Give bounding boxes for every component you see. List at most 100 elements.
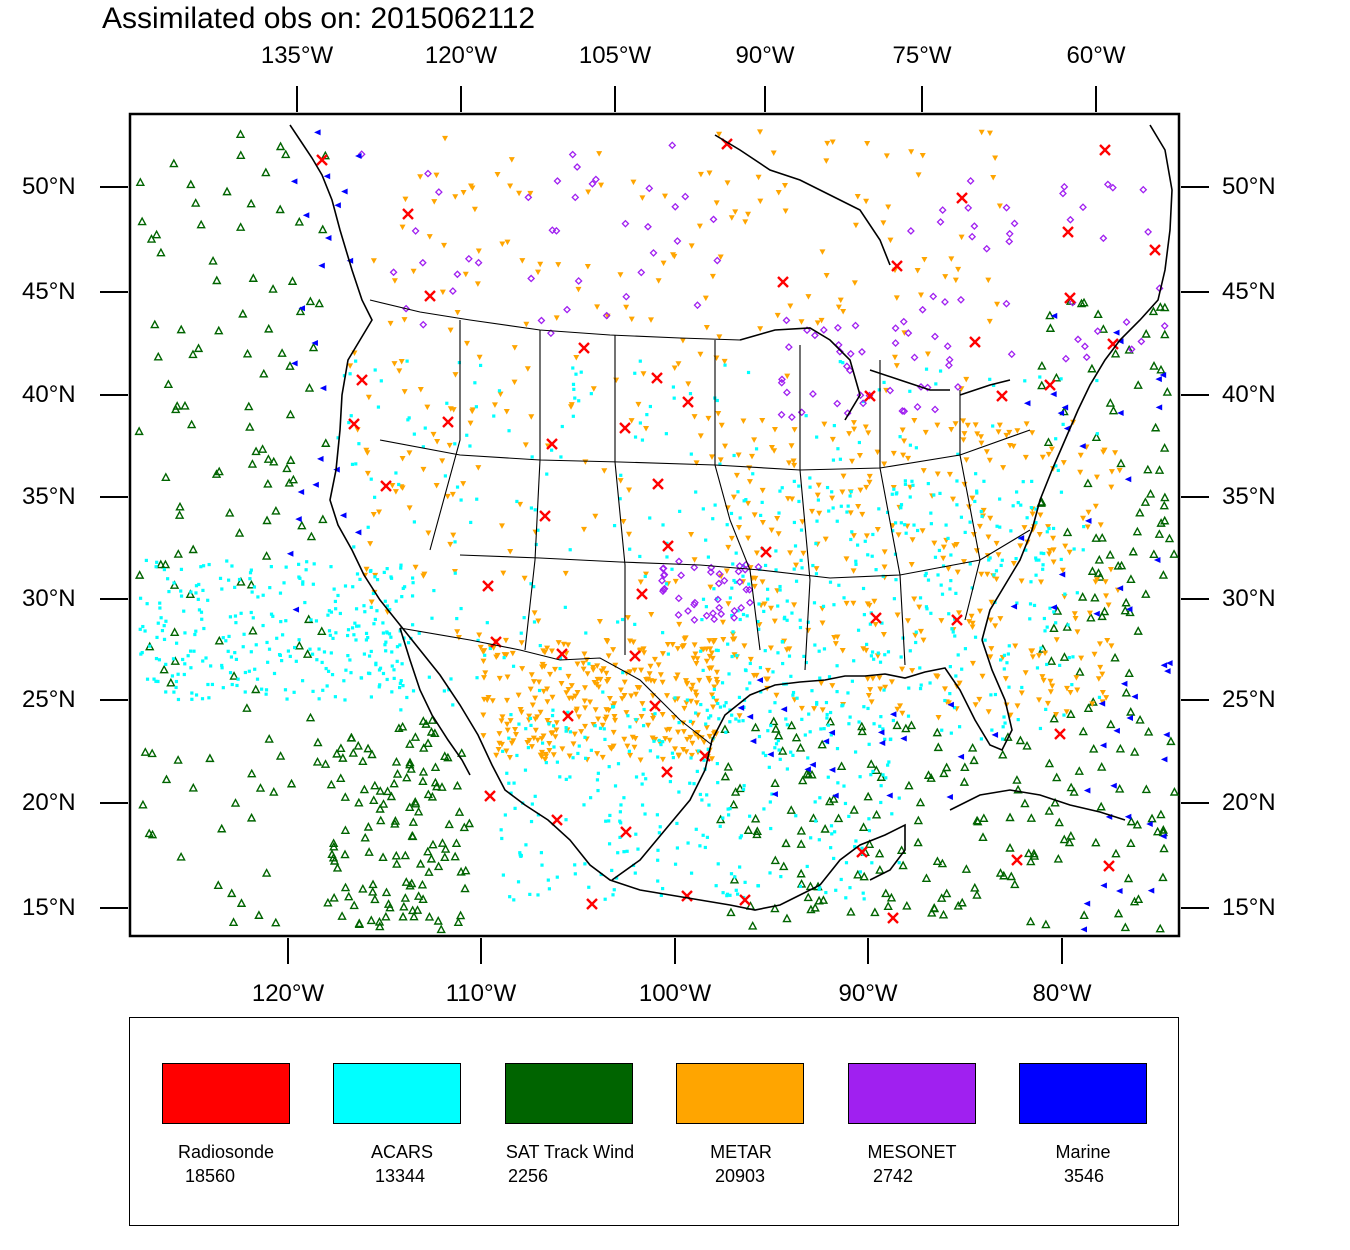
marine-point bbox=[1061, 404, 1069, 411]
metar-point bbox=[489, 698, 496, 704]
sat-track-wind-point bbox=[1123, 873, 1134, 883]
acars-point bbox=[411, 576, 415, 580]
sat-track-wind-point bbox=[185, 589, 196, 598]
sat-track-wind-point bbox=[1075, 667, 1085, 676]
metar-point bbox=[399, 485, 406, 491]
metar-point bbox=[1107, 567, 1114, 573]
sat-track-wind-point bbox=[378, 852, 388, 862]
acars-point bbox=[899, 655, 903, 659]
metar-point bbox=[410, 268, 417, 275]
acars-point bbox=[333, 599, 338, 604]
acars-point bbox=[1041, 567, 1045, 571]
acars-point bbox=[642, 724, 646, 728]
metar-point bbox=[1071, 611, 1078, 617]
radiosonde-point bbox=[864, 390, 876, 402]
mesonet-point bbox=[389, 268, 398, 277]
metar-point bbox=[798, 705, 805, 712]
sat-track-wind-point bbox=[932, 856, 943, 866]
sat-track-wind-point bbox=[876, 772, 886, 781]
acars-point bbox=[421, 445, 425, 449]
acars-point bbox=[571, 366, 575, 370]
acars-point bbox=[399, 563, 403, 567]
sat-track-wind-point bbox=[275, 204, 285, 214]
acars-point bbox=[990, 728, 994, 732]
acars-point bbox=[1029, 580, 1033, 584]
mesonet-point bbox=[706, 568, 715, 577]
acars-point bbox=[1054, 437, 1058, 441]
acars-point bbox=[329, 651, 333, 655]
acars-point bbox=[359, 676, 363, 680]
metar-point bbox=[955, 266, 962, 273]
acars-point bbox=[799, 528, 804, 532]
sat-track-wind-point bbox=[348, 748, 358, 757]
sat-track-wind-point bbox=[796, 825, 807, 835]
acars-point bbox=[459, 606, 463, 611]
sat-track-wind-point bbox=[376, 815, 386, 825]
sat-track-wind-point bbox=[228, 917, 239, 926]
metar-point bbox=[512, 727, 519, 733]
sat-track-wind-point bbox=[1141, 784, 1152, 794]
metar-point bbox=[987, 515, 994, 522]
metar-point bbox=[477, 644, 484, 651]
sat-track-wind-point bbox=[374, 916, 385, 926]
metar-point bbox=[606, 696, 613, 702]
sat-track-wind-point bbox=[929, 903, 940, 913]
sat-track-wind-point bbox=[1097, 762, 1107, 771]
acars-point bbox=[914, 640, 918, 645]
metar-point bbox=[986, 130, 993, 137]
metar-point bbox=[829, 495, 836, 502]
acars-point bbox=[848, 715, 852, 719]
acars-point bbox=[1020, 685, 1024, 690]
sat-track-wind-point bbox=[251, 684, 261, 694]
sat-track-wind-point bbox=[1115, 783, 1125, 793]
metar-point bbox=[621, 736, 628, 743]
marine-point bbox=[1050, 312, 1058, 319]
mesonet-point bbox=[1002, 203, 1011, 212]
metar-point bbox=[496, 675, 503, 682]
metar-point bbox=[747, 656, 754, 663]
metar-point bbox=[864, 140, 871, 147]
acars-point bbox=[526, 746, 531, 750]
acars-point bbox=[726, 642, 730, 646]
metar-point bbox=[582, 459, 589, 465]
sat-track-wind-point bbox=[1015, 735, 1026, 745]
acars-point bbox=[778, 588, 782, 592]
acars-point bbox=[818, 796, 822, 800]
metar-point bbox=[716, 131, 723, 138]
metar-point bbox=[866, 479, 873, 486]
acars-point bbox=[226, 649, 230, 653]
sat-track-wind-point bbox=[375, 804, 385, 813]
metar-point bbox=[713, 731, 720, 737]
acars-point bbox=[417, 631, 421, 635]
metar-point bbox=[707, 646, 714, 652]
sat-track-wind-point bbox=[1162, 387, 1173, 396]
sat-track-wind-point bbox=[1045, 323, 1056, 332]
metar-point bbox=[805, 294, 812, 300]
sat-track-wind-point bbox=[1124, 668, 1134, 677]
metar-point bbox=[626, 487, 633, 494]
acars-point bbox=[885, 510, 890, 515]
sat-track-wind-point bbox=[953, 900, 963, 910]
acars-point bbox=[615, 876, 619, 880]
metar-point bbox=[1010, 560, 1017, 567]
acars-point bbox=[1019, 503, 1023, 507]
acars-point bbox=[699, 702, 703, 707]
lat-label-left: 25°N bbox=[22, 686, 76, 713]
acars-point bbox=[941, 564, 946, 568]
metar-point bbox=[640, 646, 647, 652]
acars-point bbox=[608, 813, 612, 818]
acars-point bbox=[401, 684, 405, 688]
acars-point bbox=[576, 751, 580, 756]
metar-point bbox=[594, 676, 601, 683]
acars-point bbox=[712, 587, 716, 591]
mesonet-point bbox=[1137, 337, 1146, 346]
metar-point bbox=[768, 605, 775, 612]
mesonet-point bbox=[910, 353, 919, 362]
acars-point bbox=[558, 666, 562, 671]
metar-point bbox=[857, 487, 864, 494]
acars-point bbox=[925, 607, 929, 611]
acars-point bbox=[228, 671, 233, 675]
metar-point bbox=[921, 257, 928, 263]
sat-track-wind-point bbox=[921, 873, 932, 883]
metar-point bbox=[549, 694, 556, 701]
